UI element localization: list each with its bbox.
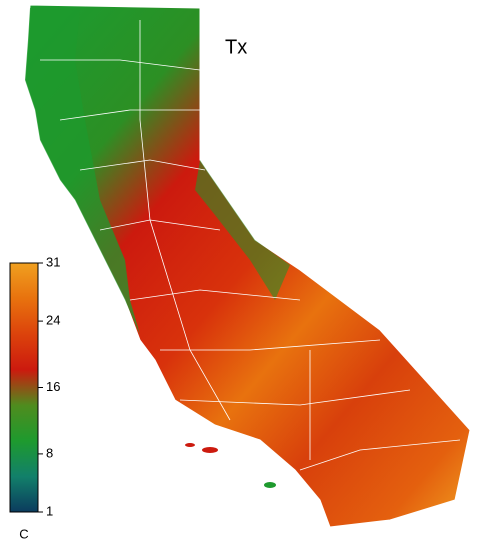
colorbar-tick-label: 31	[46, 254, 60, 269]
colorbar-tick-label: 8	[46, 445, 53, 460]
islands	[185, 443, 276, 488]
colorbar-ticks: 1 8 16 24 31	[38, 254, 60, 518]
colorbar-tick-label: 1	[46, 503, 53, 518]
colorbar-tick-label: 16	[46, 379, 60, 394]
map-title: Tx	[225, 36, 247, 58]
colorbar	[9, 262, 39, 513]
colorbar-tick-label: 24	[46, 313, 60, 328]
colorbar-unit: C	[19, 526, 28, 541]
california	[24, 4, 471, 528]
coastal-band	[25, 8, 140, 335]
sierra-band	[195, 160, 290, 300]
county-lines	[40, 20, 461, 471]
